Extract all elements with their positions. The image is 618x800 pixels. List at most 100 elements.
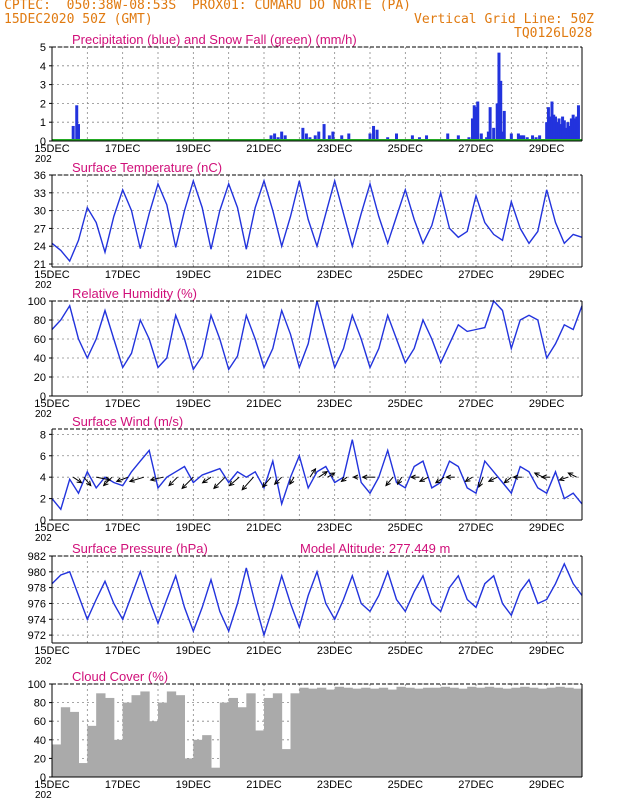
cloud-cover-bar	[317, 687, 327, 777]
cloud-cover-bar	[78, 763, 88, 777]
y-tick-label: 20	[34, 753, 46, 765]
wind-vector	[397, 476, 403, 485]
precip-bar	[488, 107, 492, 141]
cloud-cover-bar	[396, 686, 406, 777]
cloud-cover-bar	[537, 688, 548, 777]
cloud-cover-bar	[193, 739, 203, 777]
wind-arrowhead	[340, 476, 347, 483]
x-tick-label: 27DEC	[458, 398, 494, 410]
cloud-cover-bar	[546, 687, 556, 777]
y-tick-label: 976	[28, 598, 46, 610]
y-tick-label: 0	[40, 391, 46, 403]
wind-vector	[229, 476, 240, 486]
precip-bar	[575, 116, 579, 141]
precip-bar	[470, 118, 474, 141]
precip-bar	[502, 110, 506, 141]
precip-bar	[322, 124, 326, 141]
cloud-cover-bar	[334, 686, 344, 777]
cloud-cover-bar	[458, 688, 468, 777]
x-tick-label: 25DEC	[388, 645, 424, 657]
cloud-cover-bar	[272, 693, 283, 777]
series-line	[51, 299, 583, 372]
wind-arrowhead	[361, 474, 368, 480]
precip-bar	[545, 122, 549, 141]
cloud-cover-bar	[122, 702, 132, 777]
precip-bar	[562, 120, 566, 141]
wind-arrowhead	[558, 476, 565, 482]
x-tick-label: 19DEC	[176, 269, 212, 281]
x-tick-label: 15DEC	[34, 143, 70, 155]
precip-bar	[531, 135, 535, 141]
cloud-cover-bar	[423, 687, 433, 777]
precip-bar	[331, 131, 335, 141]
panel-title: Cloud Cover (%)	[72, 669, 168, 684]
precip-bar	[476, 101, 480, 141]
precip-bar	[571, 114, 575, 141]
precip-bar	[499, 80, 503, 141]
y-tick-label: 972	[28, 630, 46, 642]
precip-bar	[340, 135, 344, 141]
y-tick-label: 2	[40, 98, 46, 110]
wind-arrowhead	[385, 480, 391, 487]
x-tick-label: 17DEC	[105, 143, 141, 155]
precip-bar	[269, 135, 273, 141]
cloud-cover-bar	[502, 688, 512, 777]
precip-bar	[564, 127, 568, 141]
cloud-cover-bar	[387, 689, 397, 777]
y-tick-label: 100	[28, 296, 46, 308]
model-altitude: Model Altitude: 277.449 m	[300, 541, 450, 556]
cloud-cover-bar	[308, 688, 318, 777]
cloud-cover-bar	[202, 735, 212, 777]
precip-bar	[568, 125, 572, 141]
x-tick-label: 29DEC	[529, 645, 565, 657]
precip-bar	[516, 133, 520, 141]
y-tick-label: 100	[28, 679, 46, 691]
y-tick-label: 0	[40, 136, 46, 148]
cloud-cover-bar	[573, 688, 583, 777]
y-tick-label: 978	[28, 583, 46, 595]
header-line1: CPTEC: 050:38W-08:53S PROX01: CUMARU DO …	[4, 0, 411, 13]
x-tick-label: 21DEC	[246, 143, 282, 155]
wind-arrowhead	[86, 480, 92, 487]
run-code: TQ0126L028	[514, 26, 593, 41]
x-tick-label: 29DEC	[529, 398, 565, 410]
precip-bar	[479, 133, 483, 141]
wind-arrowhead	[128, 477, 135, 483]
precip-bar	[497, 52, 501, 141]
wind-vector	[318, 471, 328, 478]
x-tick-label: 15DEC	[34, 398, 70, 410]
wind-arrowhead	[241, 484, 248, 491]
cloud-cover-bar	[255, 730, 265, 777]
cloud-cover-bar	[228, 697, 238, 777]
wind-vector	[419, 476, 429, 482]
precip-bar	[283, 135, 287, 141]
x-tick-label: 15DEC	[34, 779, 70, 791]
y-tick-label: 40	[34, 735, 46, 747]
wind-vector	[103, 476, 113, 486]
y-tick-label: 60	[34, 716, 46, 728]
y-tick-label: 20	[34, 372, 46, 384]
precip-bar	[486, 131, 490, 141]
x-tick-label: 23DEC	[317, 779, 353, 791]
cloud-cover-bar	[440, 686, 450, 777]
y-tick-label: 36	[34, 170, 46, 182]
cloud-cover-bar	[520, 686, 530, 777]
wind-arrowhead	[540, 474, 547, 480]
wind-vector	[488, 476, 498, 482]
y-tick-label: 6	[40, 451, 46, 463]
x-tick-year: 202	[35, 154, 52, 165]
precip-bar	[472, 105, 476, 141]
x-tick-label: 29DEC	[529, 143, 565, 155]
wind-vector	[116, 476, 129, 482]
wind-arrowhead	[149, 476, 156, 482]
y-tick-label: 4	[40, 61, 46, 73]
precip-bar	[492, 127, 496, 141]
x-tick-label: 23DEC	[317, 398, 353, 410]
precip-bar	[474, 107, 478, 141]
precip-bar	[446, 133, 450, 141]
x-tick-label: 23DEC	[317, 645, 353, 657]
precip-bar	[395, 133, 398, 141]
x-tick-label: 23DEC	[317, 269, 353, 281]
cloud-cover-bar	[352, 688, 362, 777]
x-tick-year: 202	[35, 409, 52, 420]
